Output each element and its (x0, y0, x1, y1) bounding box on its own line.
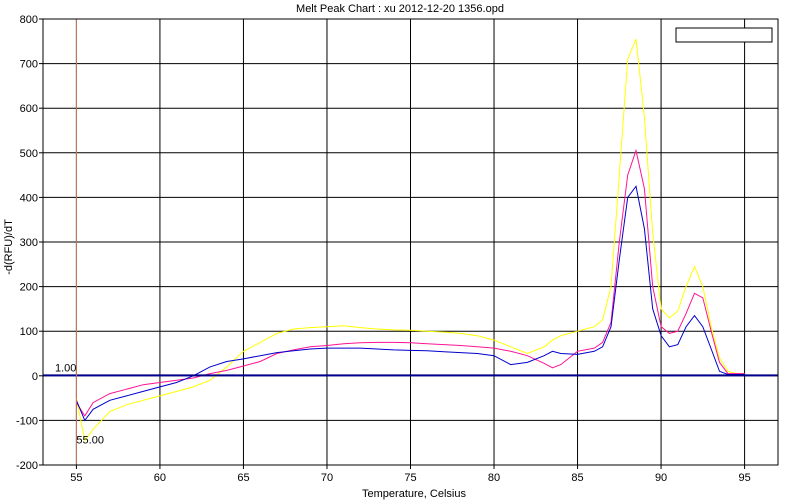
x-tick-label: 95 (738, 472, 750, 484)
y-tick-label: 500 (20, 148, 38, 160)
x-tick-label: 70 (321, 472, 333, 484)
x-tick-label: 65 (237, 472, 249, 484)
y-tick-label: 100 (20, 326, 38, 338)
marker-label: 55.00 (76, 435, 104, 447)
y-axis-label: -d(RFU)/dT (3, 219, 15, 275)
y-tick-label: 700 (20, 59, 38, 71)
x-tick-label: 90 (655, 472, 667, 484)
x-tick-label: 75 (404, 472, 416, 484)
y-tick-label: 300 (20, 237, 38, 249)
threshold-label: 1.00 (55, 362, 76, 374)
y-tick-label: 200 (20, 282, 38, 294)
y-tick-label: -200 (16, 460, 38, 472)
chart-title: Melt Peak Chart : xu 2012-12-20 1356.opd (296, 3, 504, 15)
legend-box (675, 27, 773, 43)
x-tick-label: 55 (70, 472, 82, 484)
y-tick-label: 400 (20, 192, 38, 204)
tick-labels: 55 60 65 70 75 80 85 90 95 -200 -100 0 100 200 300 400 5… (16, 14, 751, 484)
y-tick-label: 600 (20, 103, 38, 115)
overlay-lines (43, 19, 778, 465)
x-tick-label: 80 (488, 472, 500, 484)
series-line-3 (75, 185, 745, 422)
y-tick-label: 800 (20, 14, 38, 26)
x-axis-label: Temperature, Celsius (362, 488, 466, 500)
x-tick-label: 85 (571, 472, 583, 484)
y-tick-label: 0 (32, 371, 38, 383)
x-tick-label: 60 (154, 472, 166, 484)
plot-frame (42, 18, 779, 466)
grid (39, 18, 778, 469)
series-line-1 (75, 38, 745, 442)
y-tick-label: -100 (16, 415, 38, 427)
